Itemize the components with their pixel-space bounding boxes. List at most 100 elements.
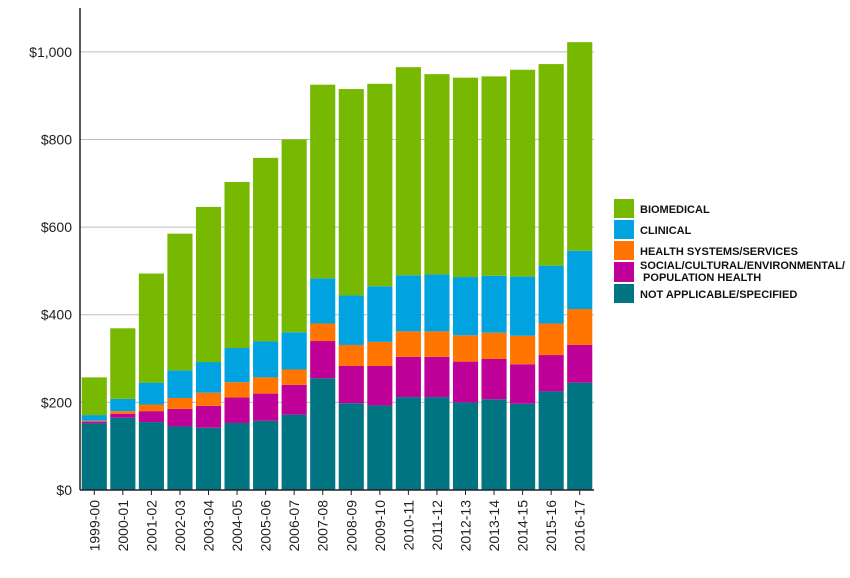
bar-segment xyxy=(367,405,393,490)
bar-segment xyxy=(452,77,479,278)
bar-segment xyxy=(395,397,421,490)
bar-segment xyxy=(567,250,593,310)
bar-segment xyxy=(510,403,536,490)
bar-segment xyxy=(167,397,193,409)
legend-label: NOT APPLICABLE/SPECIFIED xyxy=(640,289,797,301)
x-tick-label: 2006-07 xyxy=(286,500,302,552)
bar-segment xyxy=(310,378,336,490)
bar-segment xyxy=(338,344,364,366)
bar-segment xyxy=(138,404,164,412)
x-tick-label: 2011-12 xyxy=(429,500,445,551)
bar-segment xyxy=(310,84,336,279)
bar-segment xyxy=(538,323,564,356)
bar-segment xyxy=(81,421,107,424)
y-axis-ticks: $0 $200 $400 $600 $800 $1,000 xyxy=(29,44,72,498)
bar-segment xyxy=(395,67,421,276)
bar-segment xyxy=(310,278,336,324)
bar-segment xyxy=(367,83,393,287)
bar-segment xyxy=(167,426,193,490)
y-tick-label: $200 xyxy=(41,394,72,410)
legend-swatch xyxy=(614,241,634,260)
bar-segment xyxy=(510,364,536,404)
bar-segment xyxy=(81,415,107,421)
x-tick-label: 2003-04 xyxy=(201,500,217,552)
y-tick-label: $800 xyxy=(41,131,72,147)
gridlines xyxy=(80,51,594,403)
x-tick-label: 2014-15 xyxy=(515,500,531,552)
x-tick-label: 2000-01 xyxy=(115,500,131,552)
bar-segment xyxy=(138,273,164,383)
bar-segment xyxy=(281,414,307,490)
bar-segment xyxy=(281,332,307,370)
legend-label: BIOMEDICAL xyxy=(640,204,710,216)
bar-segment xyxy=(224,422,250,490)
legend-swatch xyxy=(614,262,634,282)
legend-label: HEALTH SYSTEMS/SERVICES xyxy=(640,246,798,258)
bar-segment xyxy=(81,423,107,490)
bar-segment xyxy=(567,309,593,345)
x-tick-label: 2005-06 xyxy=(258,500,274,552)
bar-segment xyxy=(424,74,450,275)
x-tick-label: 2008-09 xyxy=(343,500,359,552)
bar-segment xyxy=(424,397,450,490)
bar-segment xyxy=(195,206,222,363)
x-tick-label: 2001-02 xyxy=(143,500,159,552)
bar-segment xyxy=(452,361,479,403)
bar-segment xyxy=(167,408,193,427)
bar-segment xyxy=(195,362,222,393)
bars xyxy=(81,42,593,490)
bar-segment xyxy=(281,139,307,333)
legend-label: CLINICAL xyxy=(640,225,692,237)
bar-segment xyxy=(110,328,136,399)
bar-segment xyxy=(481,332,507,359)
bar-segment xyxy=(253,157,279,342)
bar-segment xyxy=(424,356,450,398)
y-tick-label: $1,000 xyxy=(29,44,72,60)
legend-swatch xyxy=(614,284,634,303)
bar-segment xyxy=(253,341,279,378)
bar-segment xyxy=(195,405,222,428)
bar-segment xyxy=(167,370,193,398)
bar-segment xyxy=(481,358,507,400)
legend-label: SOCIAL/CULTURAL/ENVIRONMENTAL/ POPULATIO… xyxy=(640,260,845,284)
bar-segment xyxy=(367,286,393,342)
bar-segment xyxy=(138,422,164,490)
bar-segment xyxy=(224,181,250,349)
bar-segment xyxy=(567,344,593,383)
bar-segment xyxy=(281,384,307,415)
bar-segment xyxy=(81,420,107,422)
bar-segment xyxy=(538,265,564,324)
bar-segment xyxy=(224,382,250,398)
x-tick-label: 2015-16 xyxy=(543,500,559,552)
bar-segment xyxy=(424,331,450,357)
bar-segment xyxy=(310,323,336,342)
bar-segment xyxy=(395,331,421,357)
bar-segment xyxy=(138,411,164,423)
bar-segment xyxy=(510,335,536,365)
bar-segment xyxy=(138,382,164,405)
bar-segment xyxy=(395,356,421,398)
x-tick-label: 2010-11 xyxy=(400,500,416,551)
bar-segment xyxy=(338,295,364,345)
bar-segment xyxy=(338,365,364,404)
bar-segment xyxy=(224,397,250,423)
bar-segment xyxy=(224,348,250,383)
bar-segment xyxy=(253,377,279,394)
bar-segment xyxy=(567,42,593,251)
legend-swatch xyxy=(614,220,634,239)
bar-segment xyxy=(338,89,364,296)
bar-segment xyxy=(281,369,307,385)
bar-segment xyxy=(510,276,536,336)
x-tick-label: 2002-03 xyxy=(172,500,188,552)
bar-segment xyxy=(167,233,193,371)
x-axis-ticks: 1999-00 2000-01 2001-02 2002-03 2003-04 2004-… xyxy=(86,490,588,552)
bar-segment xyxy=(452,277,479,336)
y-tick-label: $600 xyxy=(41,219,72,235)
bar-segment xyxy=(452,335,479,362)
bar-segment xyxy=(110,398,136,412)
bar-segment xyxy=(110,413,136,418)
x-tick-label: 2009-10 xyxy=(372,500,388,552)
bar-segment xyxy=(510,69,536,277)
bar-segment xyxy=(310,341,336,379)
